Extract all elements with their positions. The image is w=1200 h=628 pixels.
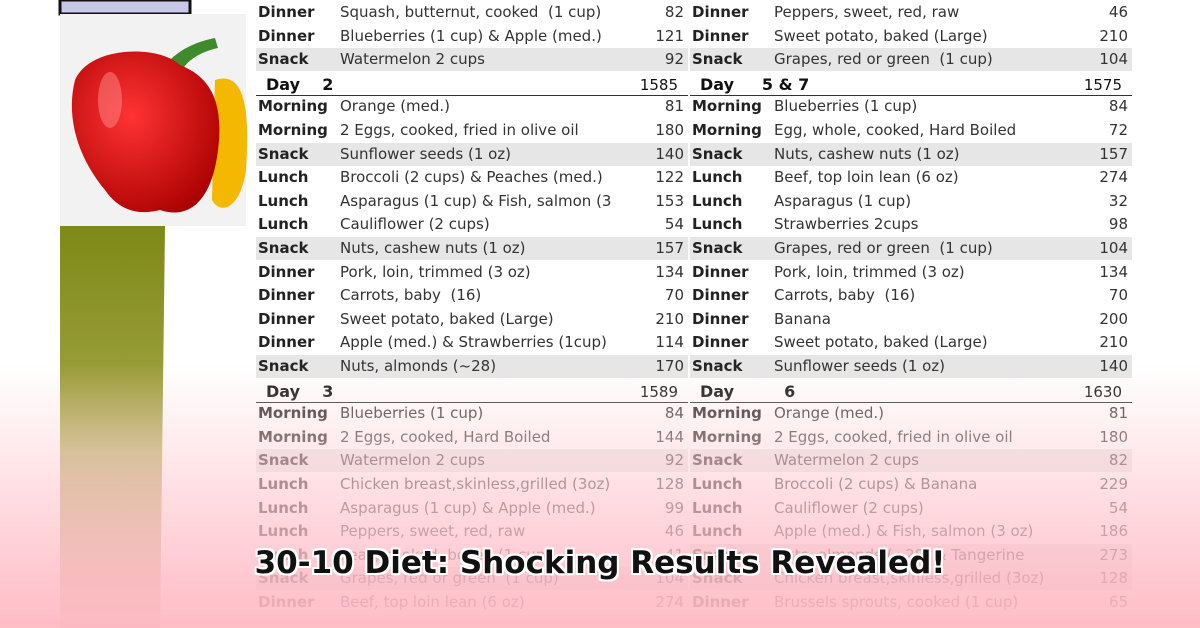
headline: 30-10 Diet: Shocking Results Revealed!: [254, 545, 946, 581]
